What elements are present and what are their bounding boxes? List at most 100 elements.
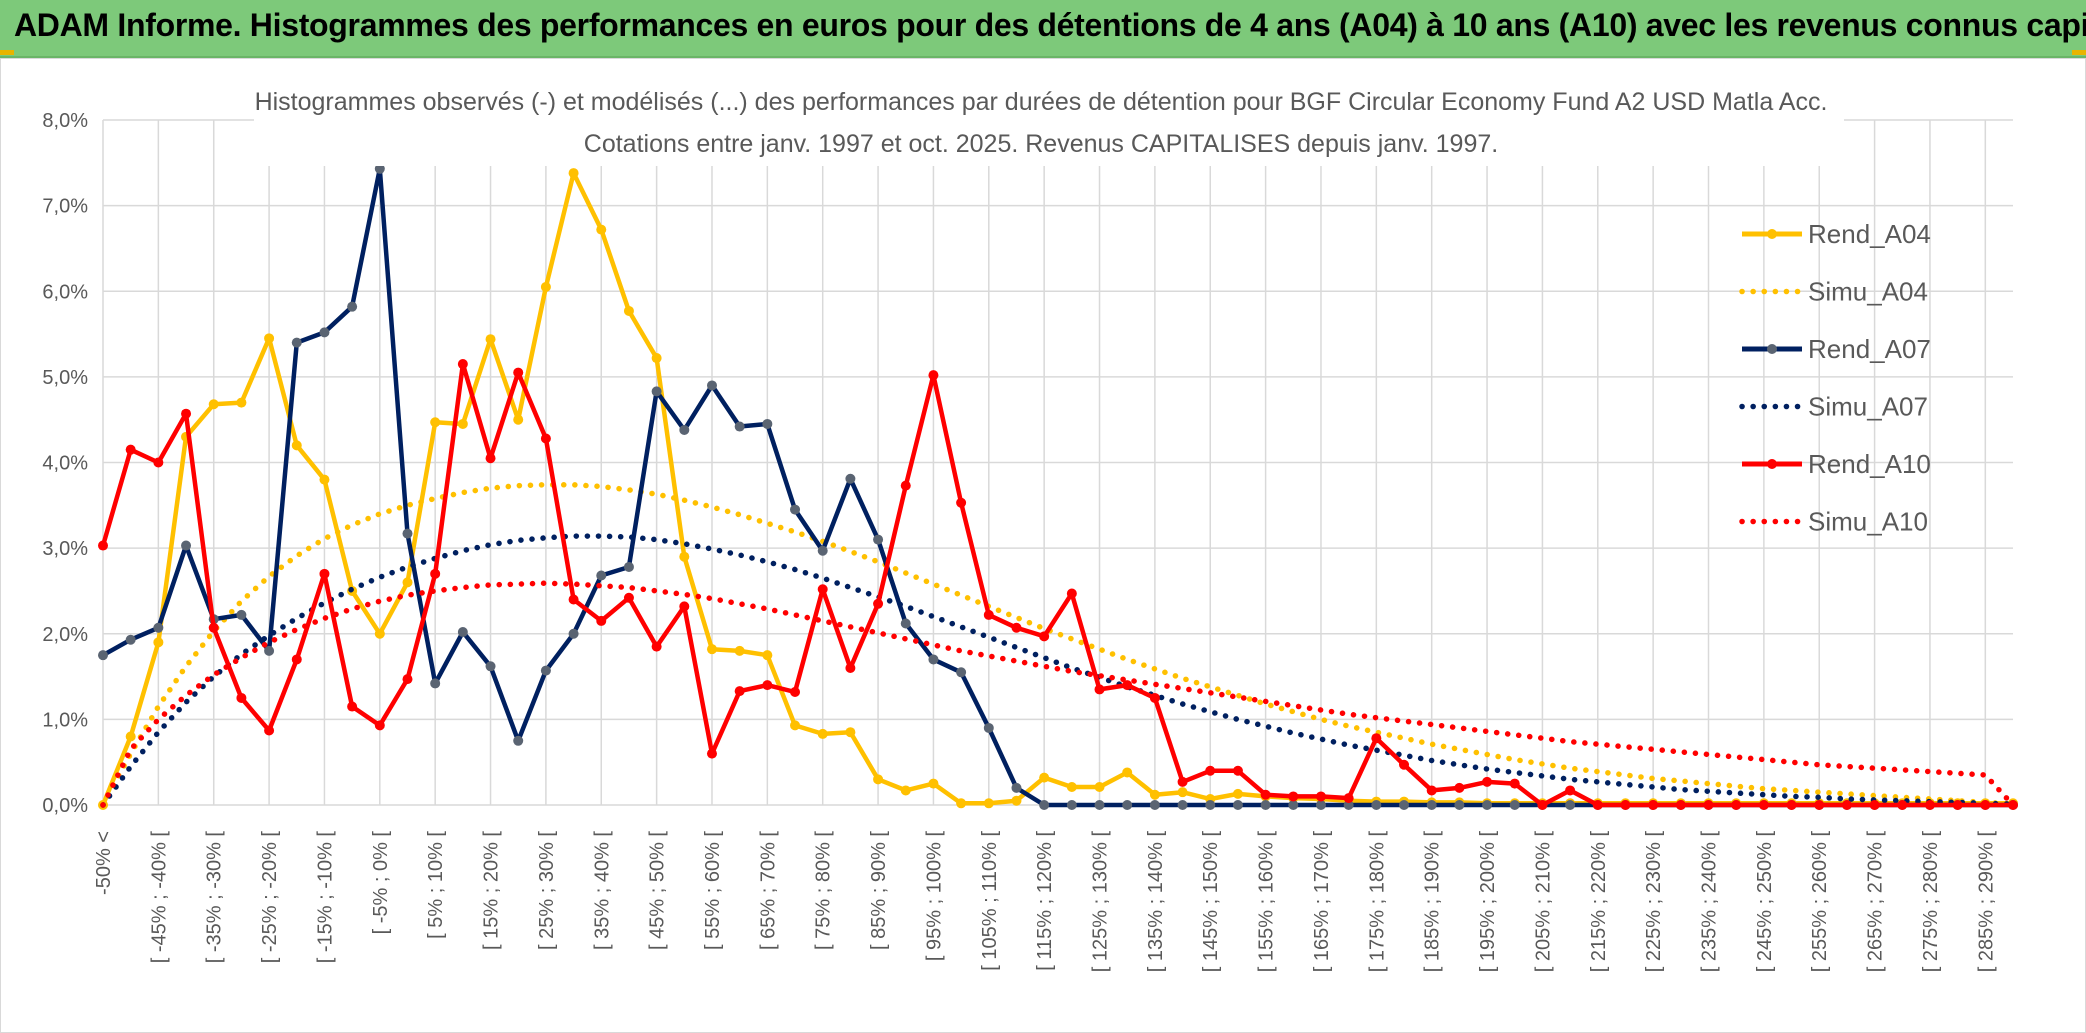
point-Rend_A10 [845, 663, 856, 673]
point-Rend_A10 [1232, 765, 1243, 776]
x-tick-label: [ 85% ; 90% [ [868, 831, 890, 950]
point-Rend_A07 [817, 545, 828, 556]
point-Rend_A10 [1703, 800, 1714, 810]
x-tick-label: [ 265% ; 270% [ [1865, 831, 1887, 973]
point-Rend_A10 [374, 720, 385, 731]
point-Rend_A04 [1232, 788, 1243, 799]
x-tick-label: [ 205% ; 210% [ [1532, 831, 1554, 973]
point-Rend_A07 [1205, 800, 1216, 810]
point-Rend_A10 [457, 359, 468, 370]
point-Rend_A10 [1592, 800, 1603, 810]
series-line-Rend_A10 [100, 361, 2013, 808]
series-line-Simu_A07 [100, 533, 2016, 808]
point-Rend_A04 [1011, 795, 1022, 806]
point-Rend_A10 [1426, 785, 1437, 796]
point-Rend_A10 [873, 598, 884, 609]
title-background [254, 86, 1844, 166]
x-tick-label: [ 225% ; 230% [ [1643, 831, 1665, 973]
x-tick-label: [ 125% ; 130% [ [1090, 831, 1112, 973]
point-Rend_A10 [1869, 800, 1880, 810]
point-Rend_A04 [125, 731, 136, 742]
series-line-Simu_A04 [100, 482, 2016, 808]
point-Rend_A10 [319, 568, 330, 579]
point-Rend_A10 [181, 408, 192, 419]
point-Rend_A10 [540, 433, 551, 444]
point-Rend_A04 [374, 628, 385, 639]
y-axis-ticks: 0,0% 1,0% 2,0% 3,0% 4,0% 5,0% 6,0% 7,0% 8,0% [42, 110, 88, 817]
point-Rend_A04 [1066, 782, 1077, 793]
x-tick-label: [ 155% ; 160% [ [1256, 831, 1278, 973]
point-Rend_A04 [983, 798, 994, 809]
x-tick-label: -50% < [93, 831, 115, 895]
series-group [98, 163, 2018, 810]
point-Rend_A07 [181, 540, 192, 551]
point-Rend_A07 [1177, 800, 1188, 810]
point-Rend_A07 [1315, 800, 1326, 810]
point-Rend_A04 [762, 650, 773, 661]
point-Rend_A07 [374, 163, 385, 174]
point-Rend_A07 [1426, 800, 1437, 810]
point-Rend_A04 [153, 637, 164, 648]
x-tick-label: [ 45% ; 50% [ [647, 831, 669, 950]
point-Rend_A04 [402, 577, 413, 588]
x-tick-label: [ 135% ; 140% [ [1145, 831, 1167, 973]
point-Rend_A10 [900, 480, 911, 491]
point-Rend_A10 [1288, 791, 1299, 802]
point-Rend_A04 [679, 551, 690, 562]
point-Rend_A07 [706, 380, 717, 391]
y-tick-label: 0,0% [42, 795, 88, 817]
point-Rend_A10 [291, 654, 302, 665]
point-Rend_A07 [1232, 800, 1243, 810]
point-Rend_A04 [264, 333, 275, 344]
point-Rend_A10 [1952, 800, 1963, 810]
point-Rend_A07 [1509, 800, 1520, 810]
point-Rend_A07 [790, 504, 801, 515]
x-tick-label: [ 95% ; 100% [ [923, 831, 945, 962]
legend-marker-Rend_A07 [1767, 344, 1777, 354]
point-Rend_A07 [1288, 800, 1299, 810]
point-Rend_A10 [1675, 800, 1686, 810]
point-Rend_A07 [430, 678, 441, 689]
point-Rend_A07 [845, 473, 856, 484]
point-Rend_A10 [623, 592, 634, 603]
point-Rend_A07 [125, 634, 136, 645]
point-Rend_A10 [513, 367, 524, 378]
point-Rend_A07 [900, 618, 911, 629]
point-Rend_A07 [1399, 800, 1410, 810]
point-Rend_A10 [1482, 776, 1493, 787]
y-tick-label: 5,0% [42, 367, 88, 389]
point-Rend_A07 [983, 722, 994, 733]
legend-label-Rend_A10: Rend_A10 [1808, 449, 1931, 479]
point-Rend_A10 [679, 601, 690, 612]
point-Rend_A04 [1177, 787, 1188, 798]
point-Rend_A10 [1537, 800, 1548, 810]
point-Rend_A10 [1066, 588, 1077, 599]
point-Rend_A07 [513, 735, 524, 746]
x-tick-label: [ 145% ; 150% [ [1200, 831, 1222, 973]
point-Rend_A10 [125, 444, 136, 455]
point-Rend_A10 [790, 686, 801, 697]
point-Rend_A10 [651, 641, 662, 652]
point-Rend_A10 [1094, 684, 1105, 695]
point-Rend_A10 [817, 584, 828, 595]
legend-label-Simu_A04: Simu_A04 [1808, 277, 1928, 307]
report-banner: ADAM Informe. Histogrammes des performan… [0, 0, 2086, 58]
point-Rend_A07 [623, 561, 634, 572]
y-tick-label: 1,0% [42, 709, 88, 731]
point-Rend_A07 [1149, 800, 1160, 810]
point-Rend_A04 [790, 720, 801, 731]
point-Rend_A10 [1177, 776, 1188, 787]
point-Rend_A10 [1980, 800, 1991, 810]
point-Rend_A04 [623, 305, 634, 316]
x-tick-label: [ -25% ; -20% [ [259, 831, 281, 964]
x-tick-label: [ 15% ; 20% [ [481, 831, 503, 950]
point-Rend_A10 [1897, 800, 1908, 810]
y-tick-label: 3,0% [42, 538, 88, 560]
x-tick-label: [ 285% ; 290% [ [1975, 831, 1997, 973]
point-Rend_A10 [762, 680, 773, 691]
point-Rend_A04 [430, 417, 441, 428]
x-tick-label: [ 25% ; 30% [ [536, 831, 558, 950]
point-Rend_A04 [734, 645, 745, 656]
y-tick-label: 2,0% [42, 624, 88, 646]
point-Rend_A07 [568, 628, 579, 639]
